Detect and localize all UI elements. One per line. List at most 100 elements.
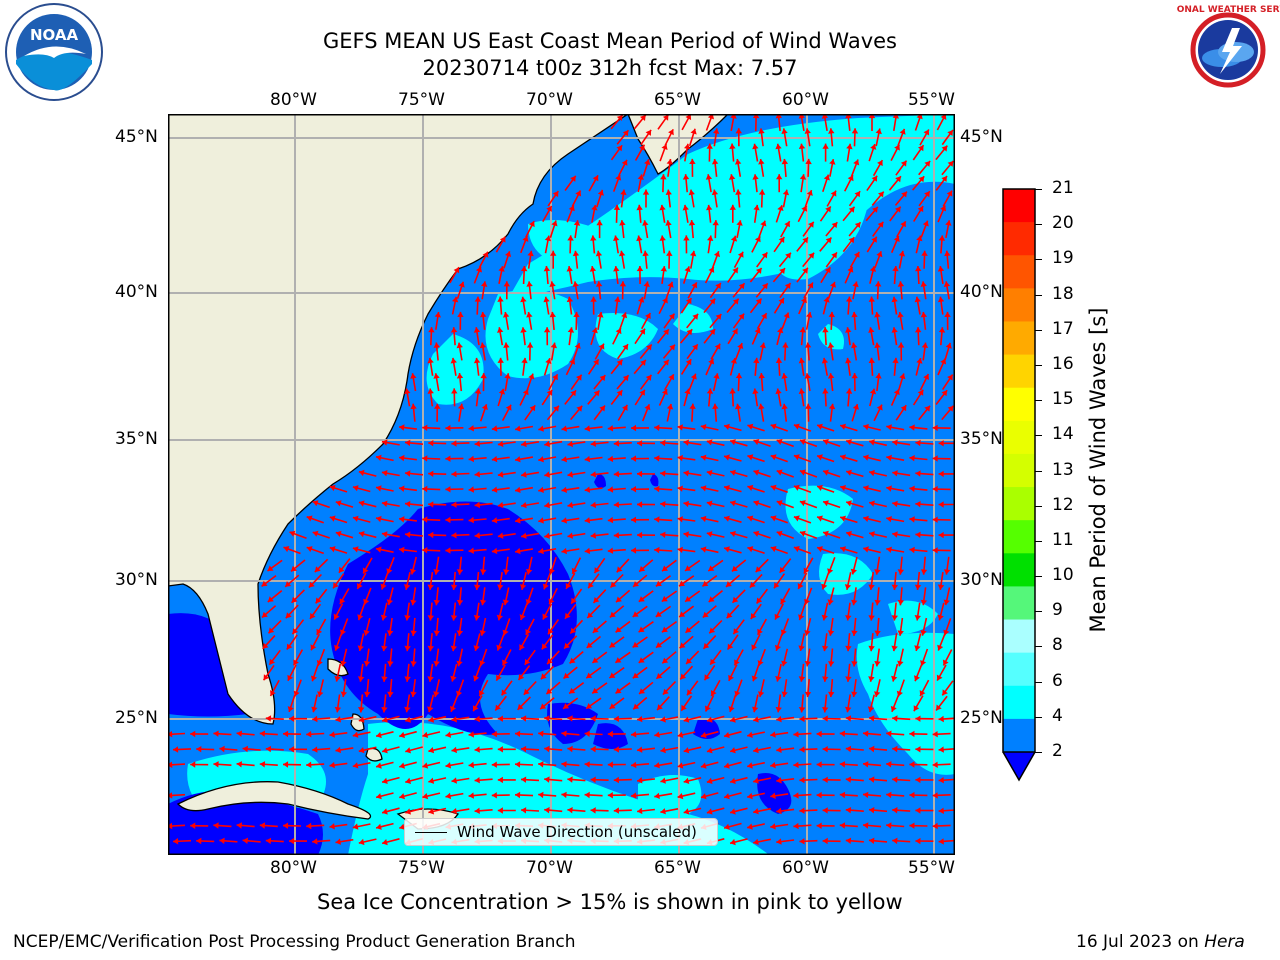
wind-wave-arrowhead [410,691,417,697]
colorbar-segment [1003,487,1035,521]
wind-wave-arrowhead [817,515,823,522]
wind-wave-arrowhead [637,777,643,784]
wind-wave-arrowhead [729,143,736,149]
wind-wave-arrowhead [661,595,668,602]
wind-wave-arrowhead [685,298,692,305]
wind-wave-arrowhead [668,313,675,320]
wind-wave-arrowhead [886,424,892,431]
wind-wave-arrowhead [637,501,643,508]
wind-wave-arrowhead [572,281,579,287]
wind-wave-arrowhead [776,469,783,476]
wind-wave-arrowhead [561,791,567,799]
wind-wave-arrowhead [868,327,875,333]
wind-wave-arrowhead [868,296,875,302]
wind-wave-arrowhead [544,807,550,814]
wind-wave-arrowhead [845,114,852,119]
wind-wave-arrowhead [358,747,365,754]
lat-label-left: 30°N [115,570,158,590]
wind-wave-arrowhead [380,614,388,621]
wind-wave-arrowhead [942,689,948,696]
wind-wave-arrowhead [542,613,549,620]
wind-wave-arrowhead [636,266,644,272]
wind-wave-arrowhead [196,837,202,845]
wind-wave-arrowhead [924,405,930,412]
wind-wave-arrowhead [802,237,808,244]
wind-wave-arrowhead [546,688,553,694]
wind-wave-arrowhead [669,344,675,351]
wind-wave-arrowhead [709,329,716,335]
wind-wave-arrowhead [732,328,738,335]
wind-wave-arrowhead [311,706,318,713]
wind-wave-arrowhead [688,189,695,196]
wind-wave-arrowhead [598,343,605,350]
wind-wave-arrowhead [943,569,951,575]
wind-wave-arrowhead [405,777,411,784]
wind-wave-arrowhead [574,343,581,349]
wind-wave-arrowhead [540,673,547,680]
wind-wave-arrowhead [637,440,643,447]
wind-wave-arrowhead [586,642,593,648]
wind-wave-arrowhead [289,715,295,722]
wind-wave-arrowhead [310,612,316,619]
wind-wave-arrowhead [335,746,341,754]
wind-wave-arrowhead [799,746,805,753]
colorbar-tick [1035,470,1042,472]
wind-wave-arrowhead [735,128,742,134]
wind-wave-arrowhead [662,688,669,695]
wind-wave-arrowhead [770,515,777,522]
wind-wave-arrowhead [874,312,881,318]
wind-wave-arrowhead [683,777,690,784]
wind-wave-arrowhead [892,776,898,783]
wind-wave-arrowhead [869,388,877,395]
wind-wave-arrowhead [335,500,342,507]
wind-wave-arrowhead [497,296,504,302]
wind-wave-arrowhead [293,659,299,666]
wind-wave-arrowhead [683,235,690,241]
wind-wave-arrowhead [544,502,550,509]
wind-wave-arrowhead [265,715,272,722]
wind-wave-arrowhead [714,343,721,350]
wind-wave-arrowhead [729,204,736,210]
wind-wave-arrowhead [631,516,637,524]
wind-wave-arrowhead [497,501,504,509]
wind-wave-arrowhead [269,658,275,665]
wind-wave-arrowhead [518,674,525,680]
colorbar-tick-label: 20 [1052,213,1074,234]
wind-wave-arrowhead [729,388,736,394]
wind-wave-arrowhead [852,281,859,288]
wind-wave-arrowhead [824,267,831,274]
wind-wave-arrowhead [521,776,527,783]
wind-wave-arrowhead [567,745,573,753]
wind-wave-arrowhead [945,342,952,349]
colorbar-segment [1003,520,1035,554]
wind-wave-arrowhead [428,777,435,784]
wind-wave-arrowhead [631,792,637,799]
wind-wave-arrowhead [352,546,359,553]
wind-wave-arrowhead [757,628,763,635]
wind-wave-arrowhead [700,731,707,739]
wind-wave-arrowhead [410,403,417,410]
colorbar-tick [1035,646,1042,648]
wind-wave-arrowhead [545,358,552,364]
wind-wave-arrowhead [637,174,644,180]
wind-wave-arrowhead [570,390,576,397]
wind-wave-arrowhead [661,389,668,396]
wind-wave-arrowhead [869,837,875,844]
wind-wave-arrowhead [168,822,173,830]
wind-wave-arrowhead [613,235,620,241]
colorbar-tick [1035,224,1042,226]
wind-wave-arrowhead [932,792,938,799]
wind-wave-arrowhead [631,731,637,738]
wind-wave-arrowhead [869,745,875,753]
wind-wave-arrowhead [775,143,782,150]
wind-wave-arrowhead [334,706,342,713]
wind-wave-arrowhead [473,615,481,621]
wind-wave-arrowhead [499,236,506,243]
wind-wave-arrowhead [738,313,745,320]
wind-wave-arrowhead [822,707,829,713]
wind-wave-arrowhead [870,144,877,150]
wind-wave-arrowhead [515,730,521,737]
colorbar-segment [1003,387,1035,422]
wind-wave-arrowhead [451,716,457,723]
wind-wave-arrowhead [615,626,622,633]
